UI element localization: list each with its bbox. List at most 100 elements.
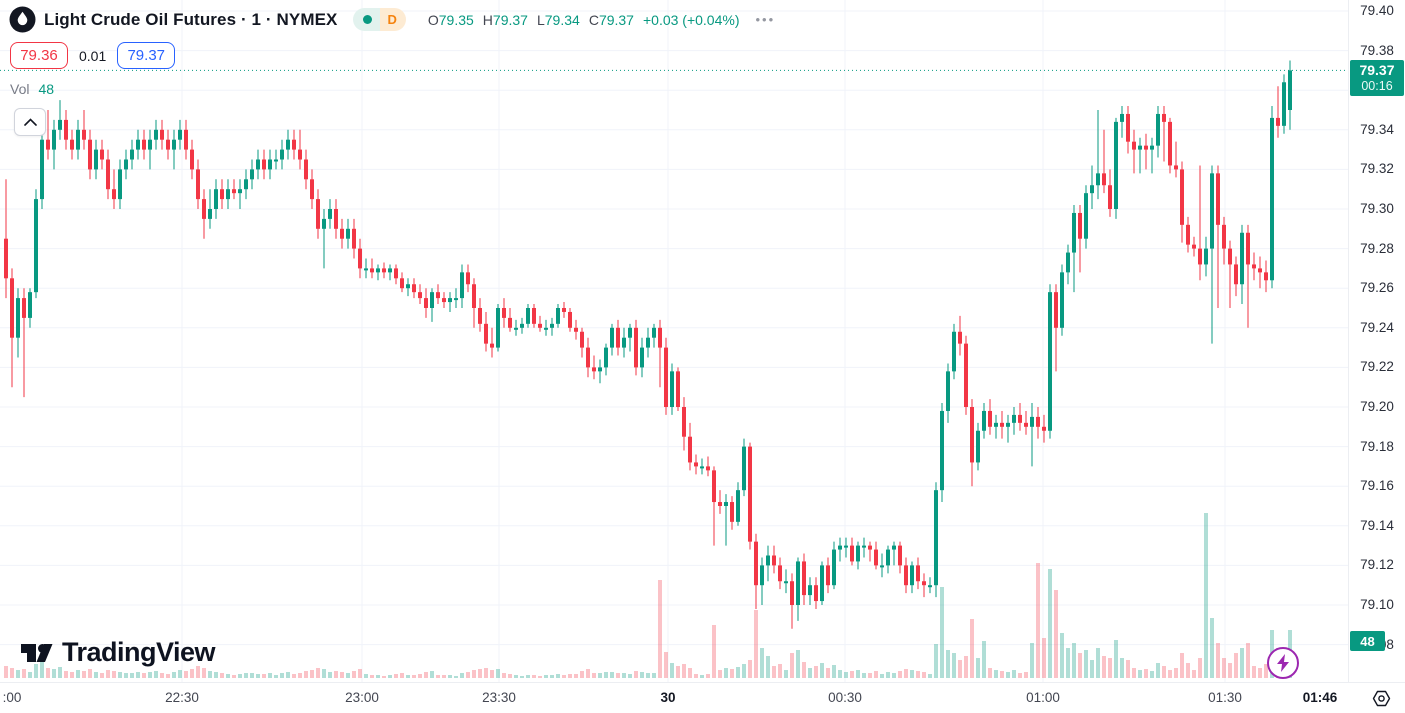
candle-body (280, 149, 284, 160)
volume-bar (706, 674, 710, 678)
time-axis[interactable]: :00 22:30 23:00 23:30 30 00:30 01:00 01:30 01:46 (0, 682, 1405, 713)
volume-bar (58, 667, 62, 678)
volume-bar (70, 672, 74, 678)
candle-body (232, 189, 236, 194)
daily-interval-badge[interactable]: D (380, 8, 406, 31)
price-axis-label: 79.22 (1360, 359, 1394, 375)
candle-body (568, 311, 572, 328)
sell-button[interactable]: 79.36 (10, 42, 68, 69)
volume-bar (910, 670, 914, 678)
settings-icon[interactable] (1371, 688, 1392, 709)
volume-bar (166, 674, 170, 678)
candle-body (82, 129, 86, 140)
volume-bar (976, 658, 980, 678)
volume-bar (796, 650, 800, 678)
volume-bar (808, 668, 812, 678)
volume-bar (64, 671, 68, 678)
tradingview-mark-icon (21, 644, 53, 662)
volume-bar (760, 648, 764, 678)
candle-body (1162, 113, 1166, 122)
candle-body (328, 209, 332, 219)
interval-pill[interactable]: D (353, 8, 406, 31)
volume-bar (1240, 648, 1244, 678)
candle-body (58, 119, 62, 130)
candle-body (484, 323, 488, 344)
boost-button[interactable] (1267, 647, 1299, 679)
buy-button[interactable]: 79.37 (117, 42, 176, 69)
volume-bar (448, 675, 452, 678)
candle-body (370, 268, 374, 273)
candle-body (622, 337, 626, 348)
candle-body (976, 430, 980, 463)
candlestick-chart[interactable] (0, 0, 1348, 682)
volume-bar (358, 669, 362, 678)
volume-bar (664, 652, 668, 678)
price-axis-label: 79.24 (1360, 319, 1394, 335)
volume-bar (40, 662, 44, 678)
current-price-value: 79.37 (1359, 62, 1395, 79)
candle-body (316, 199, 320, 229)
more-menu-icon[interactable]: ••• (755, 12, 776, 27)
volume-bar (1066, 648, 1070, 678)
volume-bar (1126, 660, 1130, 678)
volume-bar (1024, 672, 1028, 678)
candle-body (604, 347, 608, 368)
volume-bar (670, 663, 674, 678)
candle-body (520, 323, 524, 328)
volume-bar (1060, 633, 1064, 678)
volume-bar (826, 668, 830, 678)
volume-bar (4, 666, 8, 678)
volume-bar (286, 672, 290, 678)
candle-body (748, 446, 752, 542)
candle-body (94, 149, 98, 170)
bar-countdown: 00:16 (1361, 79, 1393, 94)
volume-bar (1168, 670, 1172, 678)
candle-body (292, 139, 296, 150)
volume-bar (334, 671, 338, 678)
candle-body (166, 139, 170, 150)
volume-bar (160, 673, 164, 678)
volume-bar (340, 672, 344, 678)
volume-bar (1156, 663, 1160, 678)
candle-body (580, 331, 584, 348)
volume-bar (1180, 653, 1184, 678)
price-axis-label: 79.34 (1360, 121, 1394, 137)
candle-body (988, 410, 992, 427)
candle-body (208, 209, 212, 219)
candle-body (592, 367, 596, 372)
volume-bar (1150, 671, 1154, 678)
candle-body (502, 308, 506, 318)
candle-body (916, 565, 920, 582)
candle-body (358, 248, 362, 269)
candle-body (688, 436, 692, 463)
volume-bar (1246, 643, 1250, 678)
volume-bar (1120, 658, 1124, 678)
volume-bar (1198, 658, 1202, 678)
volume-bar (784, 670, 788, 678)
volume-bar (178, 670, 182, 678)
volume-bar (148, 672, 152, 678)
chart-legend: Light Crude Oil Futures · 1 · NYMEX D O7… (9, 6, 775, 33)
price-axis[interactable]: 79.40 79.38 79.34 79.32 79.30 79.28 79.26 79.24… (1348, 0, 1405, 682)
collapse-legend-button[interactable] (14, 108, 46, 136)
volume-bar (508, 674, 512, 678)
candle-body (490, 343, 494, 348)
symbol-title[interactable]: Light Crude Oil Futures · 1 · NYMEX (44, 9, 338, 29)
volume-bar (76, 670, 80, 678)
candle-body (226, 189, 230, 200)
candle-body (796, 561, 800, 605)
tradingview-logo[interactable]: TradingView (18, 634, 216, 671)
volume-bar (406, 675, 410, 678)
candle-body (310, 179, 314, 200)
volume-bar (376, 675, 380, 678)
volume-bar (82, 671, 86, 678)
candle-body (142, 139, 146, 150)
candle-body (298, 149, 302, 160)
volume-bar (1192, 670, 1196, 678)
volume-bar (844, 672, 848, 678)
volume-bar (292, 674, 296, 678)
volume-bar (1132, 668, 1136, 678)
candle-body (262, 159, 266, 170)
candle-body (274, 159, 278, 162)
candle-body (1234, 264, 1238, 285)
